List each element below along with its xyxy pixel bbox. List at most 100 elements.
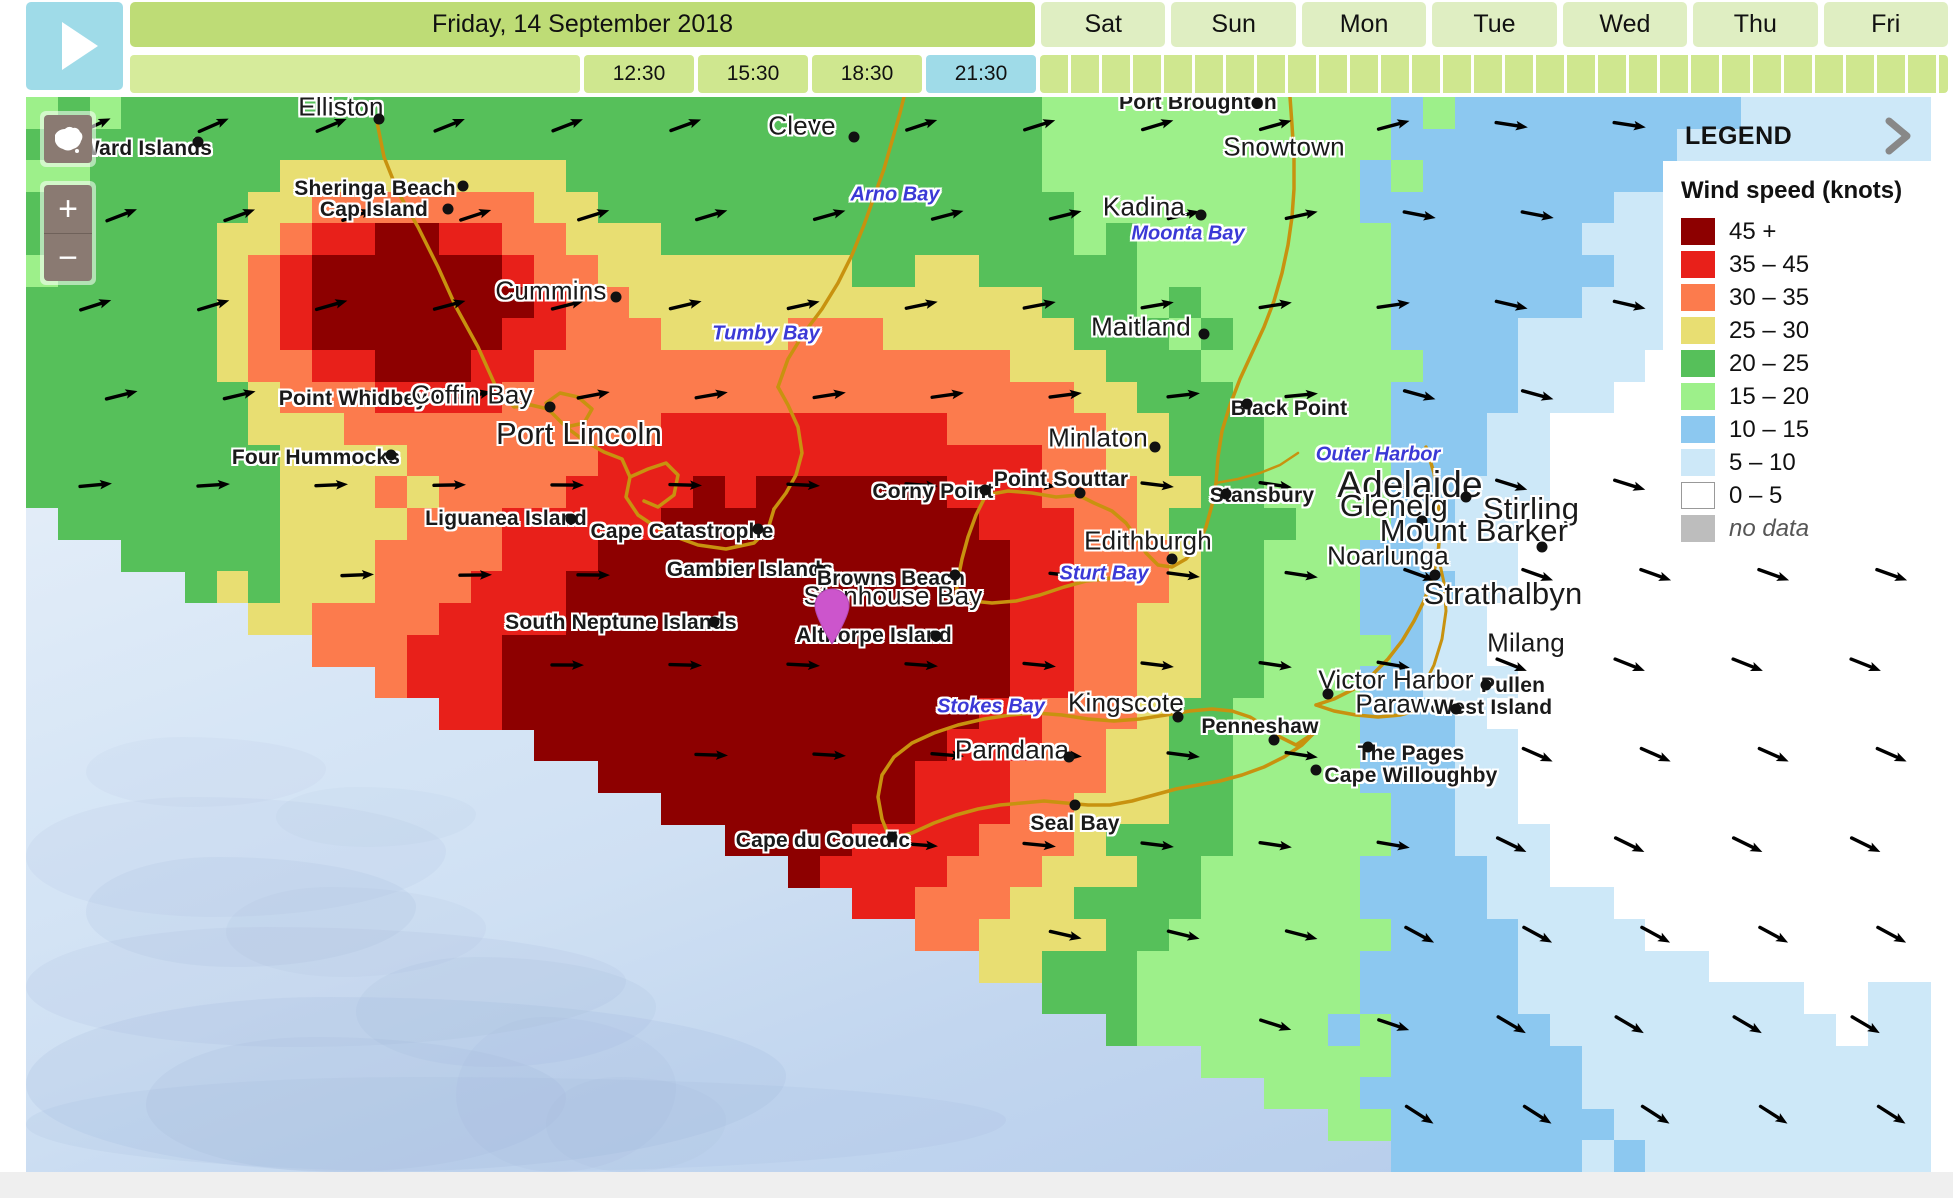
legend-row: 25 – 30 — [1681, 314, 1913, 347]
wind-cell — [1772, 698, 1804, 730]
wind-cell — [566, 413, 598, 445]
wind-cell — [788, 698, 820, 730]
australia-home-button[interactable] — [44, 115, 92, 163]
hour-chip-1530[interactable]: 15:30 — [698, 55, 808, 93]
map-canvas[interactable]: Ward Islands Elliston Sheringa Beach Cap Is… — [26, 97, 1931, 1172]
wind-cell — [471, 129, 503, 161]
wind-cell — [1518, 318, 1550, 350]
day-tab-sat[interactable]: Sat — [1041, 2, 1166, 47]
day-tab-sun[interactable]: Sun — [1171, 2, 1296, 47]
map-viewport[interactable]: Ward Islands Elliston Sheringa Beach Cap Is… — [26, 97, 1931, 1172]
wind-cell — [1233, 350, 1265, 382]
legend-collapse-button[interactable] — [1875, 113, 1921, 159]
wind-cell — [820, 255, 852, 287]
wind-cell — [1550, 1077, 1582, 1109]
wind-cell — [1296, 255, 1328, 287]
wind-cell — [1391, 192, 1423, 224]
page-scrollbar[interactable] — [0, 1172, 1953, 1198]
wind-cell — [312, 223, 344, 255]
wind-cell — [1582, 793, 1614, 825]
wind-cell — [280, 129, 312, 161]
wind-cell — [1741, 824, 1773, 856]
day-tab-active[interactable]: Friday, 14 September 2018 — [130, 2, 1035, 47]
wind-cell — [1518, 1077, 1550, 1109]
hour-strip-future[interactable] — [1040, 55, 1948, 93]
wind-cell — [1868, 698, 1900, 730]
wind-cell — [280, 192, 312, 224]
hour-chip-1830[interactable]: 18:30 — [812, 55, 922, 93]
wind-cell — [852, 382, 884, 414]
wind-cell — [1487, 856, 1519, 888]
wind-cell — [1582, 129, 1614, 161]
wind-cell — [756, 698, 788, 730]
wind-cell — [471, 97, 503, 129]
wind-cell — [693, 635, 725, 667]
wind-cell — [883, 129, 915, 161]
day-tab-wed[interactable]: Wed — [1562, 2, 1688, 47]
wind-cell — [820, 856, 852, 888]
wind-cell — [1582, 255, 1614, 287]
wind-cell — [153, 413, 185, 445]
wind-cell — [1233, 982, 1265, 1014]
wind-cell — [883, 571, 915, 603]
zoom-in-button[interactable]: + — [44, 185, 92, 233]
wind-cell — [1614, 445, 1646, 477]
wind-cell — [979, 824, 1011, 856]
day-tab-fri[interactable]: Fri — [1823, 2, 1948, 47]
wind-cell — [439, 698, 471, 730]
wind-cell — [502, 666, 534, 698]
wind-cell — [121, 445, 153, 477]
wind-cell — [1328, 698, 1360, 730]
wind-cell — [1899, 1014, 1931, 1046]
wind-cell — [1296, 698, 1328, 730]
wind-cell — [1296, 223, 1328, 255]
wind-cell — [598, 666, 630, 698]
wind-cell — [1296, 951, 1328, 983]
wind-cell — [185, 476, 217, 508]
wind-cell — [1296, 382, 1328, 414]
wind-cell — [185, 129, 217, 161]
wind-cell — [1201, 603, 1233, 635]
day-tab-mon[interactable]: Mon — [1301, 2, 1427, 47]
wind-cell — [153, 255, 185, 287]
day-tab-tue[interactable]: Tue — [1432, 2, 1557, 47]
wind-cell — [979, 287, 1011, 319]
wind-cell — [1518, 350, 1550, 382]
wind-cell — [344, 635, 376, 667]
wind-cell — [1106, 413, 1138, 445]
wind-cell — [1550, 508, 1582, 540]
wind-cell — [1042, 97, 1074, 129]
wind-cell — [471, 698, 503, 730]
wind-cell — [344, 97, 376, 129]
wind-cell — [1518, 192, 1550, 224]
wind-cell — [1201, 413, 1233, 445]
wind-cell — [661, 350, 693, 382]
wind-cell — [1709, 603, 1741, 635]
hour-chip-1230[interactable]: 12:30 — [584, 55, 694, 93]
day-tabs: Friday, 14 September 2018 Sat Sun Mon Tu… — [130, 2, 1948, 47]
wind-cell — [121, 350, 153, 382]
wind-cell — [566, 129, 598, 161]
wind-cell — [1137, 160, 1169, 192]
wind-cell — [883, 382, 915, 414]
wind-cell — [1106, 698, 1138, 730]
wind-cell — [1518, 413, 1550, 445]
wind-cell — [1487, 413, 1519, 445]
wind-cell — [90, 350, 122, 382]
minus-icon: − — [58, 238, 78, 277]
wind-cell — [756, 793, 788, 825]
wind-cell — [26, 318, 58, 350]
wind-cell — [1391, 603, 1423, 635]
wind-cell — [1455, 635, 1487, 667]
wind-cell — [1899, 1077, 1931, 1109]
wind-cell — [1137, 887, 1169, 919]
hour-chip-2130[interactable]: 21:30 — [926, 55, 1036, 93]
wind-cell — [439, 540, 471, 572]
wind-cell — [566, 603, 598, 635]
wind-cell — [1201, 540, 1233, 572]
zoom-out-button[interactable]: − — [44, 233, 92, 281]
day-tab-thu[interactable]: Thu — [1693, 2, 1818, 47]
wind-cell — [1709, 856, 1741, 888]
wind-cell — [153, 318, 185, 350]
play-button[interactable] — [26, 2, 123, 90]
